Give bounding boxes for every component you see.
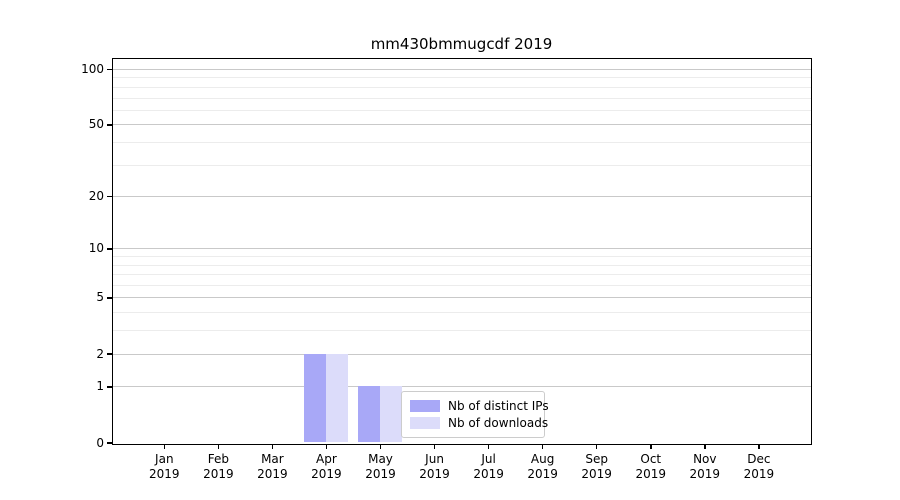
major-gridline [112, 69, 811, 70]
x-tick-year: 2019 [689, 467, 721, 481]
x-tick-month: Aug [530, 452, 555, 466]
y-tick-label: 1 [96, 379, 104, 394]
minor-gridline [112, 141, 811, 143]
legend-item: Nb of distinct IPs [410, 398, 549, 414]
major-gridline [112, 124, 811, 126]
chart-title: mm430bmmugcdf 2019 [370, 35, 553, 53]
x-tick-mark [217, 444, 220, 449]
x-tick-mark [271, 444, 274, 449]
y-tick-label: 100 [81, 62, 104, 76]
y-tick-label: 2 [96, 346, 104, 361]
major-gridline [112, 353, 811, 355]
legend-swatch [410, 399, 440, 412]
bar-apr-downloads [325, 353, 348, 443]
x-tick-year: 2019 [527, 467, 558, 481]
x-tick-label: Jul 2019 [461, 452, 517, 482]
minor-gridline [112, 330, 811, 332]
x-tick-label: Apr 2019 [298, 452, 354, 482]
minor-gridline [112, 97, 811, 99]
y-tick-mark [107, 442, 112, 444]
y-tick-mark [107, 297, 112, 299]
y-tick-mark [107, 353, 112, 355]
x-tick-year: 2019 [743, 467, 775, 481]
bar-layer [113, 59, 811, 444]
x-tick-mark [758, 444, 760, 449]
y-tick-label: 10 [88, 241, 104, 256]
y-tick-mark [107, 68, 112, 71]
x-tick-mark [163, 444, 166, 449]
y-tick-mark [107, 195, 112, 198]
grid-layer [112, 59, 811, 444]
x-tick-month: May [368, 452, 393, 466]
x-tick-month: Feb [207, 452, 229, 466]
x-tick-month: Mar [261, 452, 284, 466]
bar-may-downloads [380, 386, 402, 443]
x-tick-month: Nov [693, 452, 717, 466]
x-tick-month: Jan [155, 452, 174, 466]
minor-gridline [112, 77, 811, 79]
x-tick-mark [704, 444, 706, 449]
y-tick-mark [107, 386, 112, 388]
x-tick-label: Jun 2019 [407, 452, 463, 482]
minor-gridline [112, 285, 811, 287]
x-tick-year: 2019 [581, 467, 612, 481]
x-tick-month: Jun [425, 452, 444, 466]
x-tick-label: Jan 2019 [136, 452, 192, 482]
x-tick-month: Sep [585, 452, 608, 466]
minor-gridline [112, 109, 811, 111]
x-tick-mark [541, 444, 544, 449]
x-tick-mark [487, 444, 490, 449]
x-tick-label: Feb 2019 [190, 452, 246, 482]
x-tick-mark [650, 444, 652, 449]
legend-label: Nb of downloads [448, 415, 549, 430]
legend-item: Nb of downloads [410, 415, 548, 431]
x-tick-month: Jul [481, 452, 496, 466]
minor-gridline [112, 264, 811, 266]
x-tick-year: 2019 [203, 467, 234, 481]
x-tick-year: 2019 [419, 467, 450, 481]
y-tick-label: 5 [96, 290, 104, 305]
y-tick-label: 0 [96, 435, 104, 450]
x-tick-month: Dec [747, 452, 771, 466]
x-tick-mark [433, 444, 436, 449]
x-tick-label: Nov 2019 [677, 452, 733, 482]
major-gridline [112, 297, 811, 299]
x-tick-label: Mar 2019 [244, 452, 300, 482]
x-tick-label: May 2019 [353, 452, 409, 482]
x-tick-month: Apr [316, 452, 337, 466]
bar-apr-distinct-ips [304, 353, 326, 443]
major-gridline [112, 248, 811, 250]
y-tick-mark [107, 248, 112, 250]
x-tick-label: Dec 2019 [731, 452, 787, 482]
minor-gridline [112, 256, 811, 258]
minor-gridline [112, 312, 811, 314]
x-tick-year: 2019 [257, 467, 288, 481]
x-tick-month: Oct [640, 452, 662, 466]
legend-label: Nb of distinct IPs [448, 398, 549, 413]
x-tick-year: 2019 [149, 467, 180, 481]
legend: Nb of distinct IPs Nb of downloads [401, 390, 549, 438]
x-tick-mark [325, 444, 328, 449]
minor-gridline [112, 164, 811, 166]
x-tick-mark [595, 444, 598, 449]
x-tick-label: Sep 2019 [569, 452, 625, 482]
y-tick-label: 50 [88, 117, 104, 132]
y-tick-mark [107, 124, 112, 126]
x-tick-label: Oct 2019 [623, 452, 679, 482]
x-tick-year: 2019 [473, 467, 504, 481]
bar-may-distinct-ips [358, 386, 380, 443]
x-tick-mark [379, 444, 382, 449]
x-tick-year: 2019 [365, 467, 396, 481]
minor-gridline [112, 86, 811, 88]
legend-swatch [410, 416, 440, 429]
x-tick-year: 2019 [311, 467, 342, 481]
major-gridline [112, 386, 811, 388]
minor-gridline [112, 274, 811, 276]
x-tick-label: Aug 2019 [515, 452, 571, 482]
x-tick-year: 2019 [635, 467, 667, 481]
plot-area [111, 57, 812, 445]
major-gridline [112, 196, 811, 198]
y-tick-label: 20 [88, 189, 104, 204]
